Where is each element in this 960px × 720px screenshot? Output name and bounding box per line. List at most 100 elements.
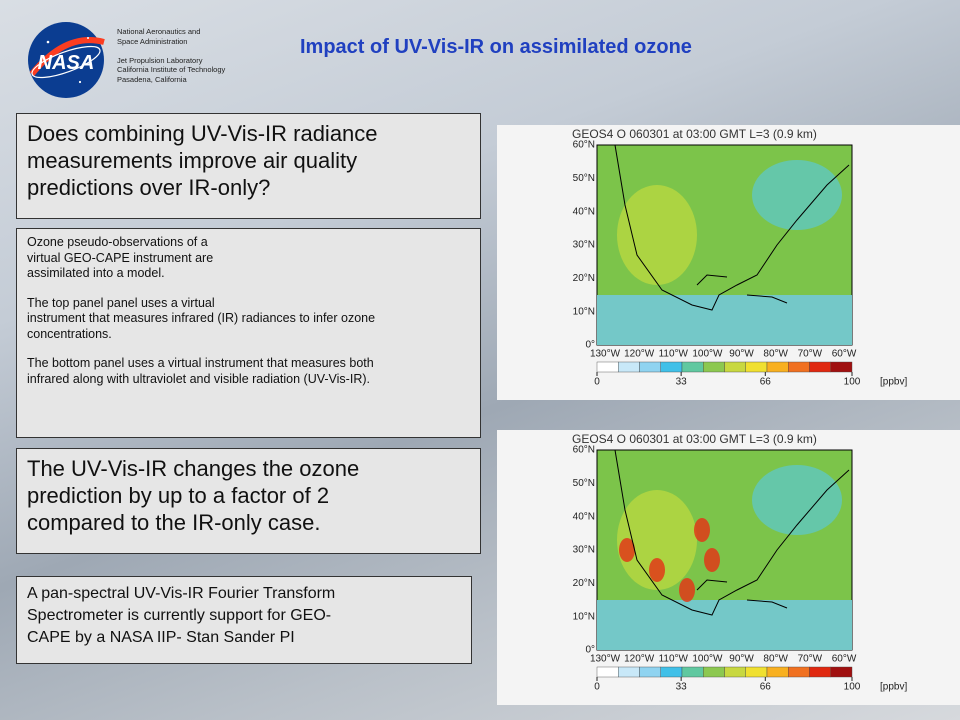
map: GEOS4 O 060301 at 03:00 GMT L=3 (0.9 km)… (572, 127, 907, 388)
ocean-low (597, 295, 852, 345)
colorbar-cell (809, 361, 831, 373)
lat-label: 40°N (573, 206, 595, 217)
paragraph: A pan-spectral UV-Vis-IR Fourier Transfo… (27, 583, 461, 649)
nasa-logo: NASA (28, 22, 105, 98)
colorbar-cell (766, 361, 789, 373)
colorbar-unit: [ppbv] (880, 682, 907, 693)
lat-label: 0° (585, 340, 595, 351)
lat-label: 30°N (573, 545, 595, 556)
colorbar-unit: [ppbv] (880, 377, 907, 388)
text-line: predictions over IR-only? (27, 175, 271, 200)
lat-label: 50°N (573, 173, 595, 184)
colorbar-label: 0 (594, 682, 600, 693)
blob (617, 490, 697, 590)
text-line: compared to the IR-only case. (27, 510, 321, 535)
text-line: The top panel panel uses a virtual (27, 295, 215, 310)
colorbar-cell (703, 361, 725, 373)
colorbar-cell (596, 361, 619, 373)
text-line: measurements improve air quality (27, 148, 358, 173)
colorbar-cell (618, 361, 640, 373)
hotspot (679, 578, 695, 602)
colorbar-cell (809, 666, 831, 678)
lon-label: 70°W (798, 654, 823, 665)
lon-label: 100°W (692, 349, 723, 360)
colorbar-label: 66 (760, 682, 772, 693)
lon-label: 110°W (659, 654, 689, 665)
lon-label: 120°W (624, 654, 655, 665)
coastline (614, 144, 850, 311)
slide-title: Impact of UV-Vis-IR on assimilated ozone (300, 36, 692, 58)
lon-label: 100°W (692, 654, 723, 665)
text-box: A pan-spectral UV-Vis-IR Fourier Transfo… (16, 576, 472, 664)
paragraph: The bottom panel uses a virtual instrume… (27, 356, 470, 387)
hotspot (619, 538, 635, 562)
colorbar-cell (596, 666, 619, 678)
lon-label: 130°W (590, 654, 621, 665)
lon-label: 80°W (763, 654, 788, 665)
map-title: GEOS4 O 060301 at 03:00 GMT L=3 (0.9 km) (572, 127, 817, 141)
hotspot (649, 558, 665, 582)
colorbar-label: 100 (844, 377, 861, 388)
lon-label: 70°W (798, 349, 823, 360)
colorbar-cell (830, 361, 853, 373)
colorbar-cell (681, 666, 704, 678)
hotspot (704, 548, 720, 572)
org-line: Space Administration (117, 36, 188, 46)
lat-label: 40°N (573, 511, 595, 522)
colorbar-cell (639, 666, 661, 678)
lat-label: 30°N (573, 240, 595, 251)
lon-label: 110°W (659, 349, 689, 360)
lat-label: 10°N (573, 611, 595, 622)
text-line: Ozone pseudo-observations of a (27, 235, 208, 249)
text-line: prediction by up to a factor of 2 (27, 483, 330, 508)
lon-label: 90°W (729, 349, 754, 360)
paragraph: The top panel panel uses a virtual instru… (27, 296, 470, 343)
lon-label: 90°W (729, 654, 754, 665)
coastline (696, 274, 788, 304)
blob (617, 185, 697, 285)
lon-label: 60°W (832, 654, 857, 665)
coastline (614, 449, 850, 616)
colorbar-label: 0 (594, 377, 600, 388)
paragraph: The UV-Vis-IR changes the ozone predictio… (27, 455, 470, 536)
colorbar-cell (724, 666, 746, 678)
coastline (696, 579, 788, 609)
text-box: Ozone pseudo-observations of a virtual GE… (16, 228, 481, 438)
map-panel: GEOS4 O 060301 at 03:00 GMT L=3 (0.9 km)… (497, 430, 960, 705)
blob (752, 160, 842, 230)
colorbar-label: 33 (676, 682, 688, 693)
colorbar-cell (681, 361, 704, 373)
colorbar-cell (766, 666, 789, 678)
org-line: Pasadena, California (117, 74, 187, 84)
colorbar-cell (830, 666, 853, 678)
colorbar-cell (660, 361, 683, 373)
paragraph: Does combining UV-Vis-IR radiance measure… (27, 120, 470, 201)
lat-label: 60°N (573, 140, 595, 151)
text-line: assimilated into a model. (27, 266, 165, 280)
text-line: Does combining UV-Vis-IR radiance (27, 121, 378, 146)
map-title: GEOS4 O 060301 at 03:00 GMT L=3 (0.9 km) (572, 432, 817, 446)
lon-label: 80°W (763, 349, 788, 360)
hotspot (694, 518, 710, 542)
organization: National Aeronautics and Space Administra… (117, 27, 225, 84)
map: GEOS4 O 060301 at 03:00 GMT L=3 (0.9 km)… (572, 432, 907, 693)
logo-text: NASA (38, 52, 95, 74)
paragraph: Ozone pseudo-observations of a virtual GE… (27, 235, 470, 282)
colorbar-cell (703, 666, 725, 678)
lon-label: 60°W (832, 349, 857, 360)
text-line: CAPE by a NASA IIP- Stan Sander PI (27, 629, 295, 646)
text-line: infrared along with ultraviolet and visi… (27, 371, 370, 386)
text-line: The bottom panel uses a virtual instrume… (27, 356, 374, 370)
org-line: California Institute of Technology (117, 65, 226, 74)
lon-label: 120°W (624, 349, 655, 360)
text-line: The UV-Vis-IR changes the ozone (27, 456, 360, 481)
org-line: Jet Propulsion Laboratory (117, 55, 203, 65)
colorbar-cell (618, 666, 640, 678)
lat-label: 20°N (573, 578, 595, 589)
text-line: instrument that measures infrared (IR) r… (27, 311, 376, 325)
text-box: Does combining UV-Vis-IR radiance measure… (16, 113, 481, 219)
map-panel: GEOS4 O 060301 at 03:00 GMT L=3 (0.9 km)… (497, 125, 960, 400)
lat-label: 60°N (573, 445, 595, 456)
colorbar-cell (788, 361, 810, 373)
text-box: The UV-Vis-IR changes the ozone predictio… (16, 448, 481, 554)
